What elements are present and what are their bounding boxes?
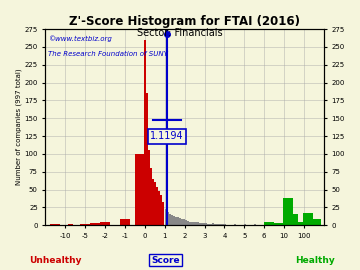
Bar — [203, 223, 204, 225]
Bar — [219, 224, 220, 225]
Bar — [68, 224, 73, 225]
Bar — [224, 224, 226, 225]
Text: Score: Score — [151, 256, 180, 265]
Bar — [254, 224, 256, 225]
Bar — [160, 194, 162, 225]
Bar — [207, 224, 208, 225]
Bar — [156, 187, 158, 225]
Bar — [215, 224, 216, 225]
Bar — [171, 215, 173, 225]
Bar — [216, 224, 219, 225]
Bar — [292, 214, 298, 225]
Bar — [158, 191, 160, 225]
Bar — [300, 222, 304, 225]
Bar — [148, 150, 150, 225]
Bar — [272, 223, 276, 225]
Bar — [201, 223, 203, 225]
Bar — [183, 220, 185, 225]
Bar — [197, 222, 199, 225]
Bar — [80, 224, 90, 225]
Bar — [222, 224, 224, 225]
Bar — [276, 223, 280, 225]
Bar — [234, 224, 237, 225]
Bar — [135, 154, 145, 225]
Bar — [195, 222, 197, 225]
Y-axis label: Number of companies (997 total): Number of companies (997 total) — [15, 69, 22, 185]
Bar — [303, 213, 313, 225]
Bar — [150, 168, 152, 225]
Text: Sector: Financials: Sector: Financials — [137, 28, 223, 38]
Bar — [204, 223, 207, 225]
Bar — [154, 183, 156, 225]
Bar — [120, 220, 130, 225]
Bar — [283, 198, 293, 225]
Bar — [95, 223, 100, 225]
Bar — [173, 216, 175, 225]
Text: Unhealthy: Unhealthy — [29, 256, 81, 265]
Bar — [186, 221, 189, 225]
Bar — [212, 223, 215, 225]
Bar — [297, 222, 301, 225]
Bar — [175, 217, 177, 225]
Bar — [165, 210, 167, 225]
Bar — [185, 220, 186, 225]
Bar — [179, 218, 181, 225]
Bar — [167, 212, 169, 225]
Text: 1.1194: 1.1194 — [150, 131, 184, 141]
Bar — [177, 217, 179, 225]
Bar — [220, 224, 222, 225]
Bar — [264, 222, 274, 225]
Bar — [189, 222, 190, 225]
Bar — [199, 223, 201, 225]
Bar — [50, 224, 60, 225]
Text: Healthy: Healthy — [295, 256, 335, 265]
Bar — [162, 202, 164, 225]
Bar — [169, 214, 171, 225]
Bar — [144, 40, 146, 225]
Bar — [146, 93, 148, 225]
Bar — [181, 219, 183, 225]
Bar — [193, 222, 195, 225]
Bar — [190, 222, 193, 225]
Bar — [211, 224, 212, 225]
Bar — [280, 223, 285, 225]
Text: The Research Foundation of SUNY: The Research Foundation of SUNY — [48, 51, 168, 57]
Title: Z'-Score Histogram for FTAI (2016): Z'-Score Histogram for FTAI (2016) — [69, 15, 300, 28]
Bar — [90, 223, 95, 225]
Bar — [208, 224, 211, 225]
Text: ©www.textbiz.org: ©www.textbiz.org — [48, 35, 112, 42]
Bar — [100, 222, 110, 225]
Bar — [152, 179, 154, 225]
Bar — [244, 224, 246, 225]
Bar — [313, 220, 321, 225]
